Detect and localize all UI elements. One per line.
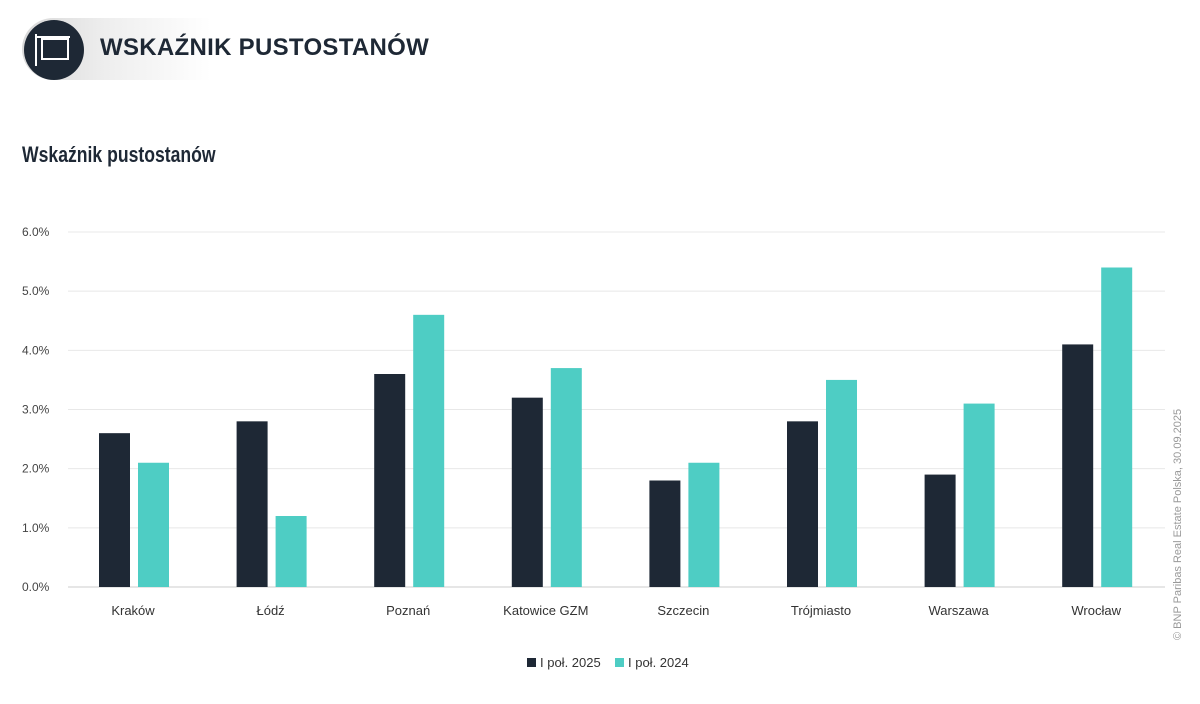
y-tick-label: 3.0% [22,403,50,417]
y-tick-label: 1.0% [22,521,50,535]
y-tick-label: 4.0% [22,343,50,357]
legend-label: I poł. 2025 [540,655,601,670]
bar-2025 [99,433,130,587]
legend-label: I poł. 2024 [628,655,689,670]
bar-2024 [688,462,720,587]
header-title: WSKAŹNIK PUSTOSTANÓW [100,34,430,61]
y-tick-label: 2.0% [22,462,50,476]
bar-2025 [924,474,956,587]
bar-2024 [963,403,995,587]
bar-2024 [550,368,582,587]
header-banner [22,18,442,80]
x-tick-label: Katowice GZM [503,603,588,618]
y-tick-label: 0.0% [22,580,50,594]
x-tick-label: Szczecin [657,603,709,618]
bar-2024 [1101,267,1133,587]
x-tick-label: Łódź [256,603,284,618]
bar-2025 [649,480,681,587]
chart-title: Wskaźnik pustostanów [22,142,216,167]
bar-2025 [374,374,406,587]
bar-2025 [511,397,543,587]
legend-swatch [527,658,536,667]
copyright-credit: © BNP Paribas Real Estate Polska, 30.09.… [1172,408,1184,640]
legend-swatch [615,658,624,667]
x-tick-label: Trójmiasto [791,603,851,618]
x-tick-label: Warszawa [928,603,989,618]
bar-2024 [138,462,169,587]
bar-2025 [236,421,268,587]
y-tick-label: 6.0% [22,225,50,239]
x-tick-label: Poznań [386,603,430,618]
x-tick-label: Wrocław [1071,603,1121,618]
bar-2024 [275,516,307,587]
y-tick-label: 5.0% [22,284,50,298]
bar-2025 [1062,344,1094,587]
bar-2024 [413,314,445,587]
signboard-icon [24,20,84,80]
x-tick-label: Kraków [111,603,155,618]
bar-2024 [826,379,857,587]
bar-2025 [787,421,818,587]
